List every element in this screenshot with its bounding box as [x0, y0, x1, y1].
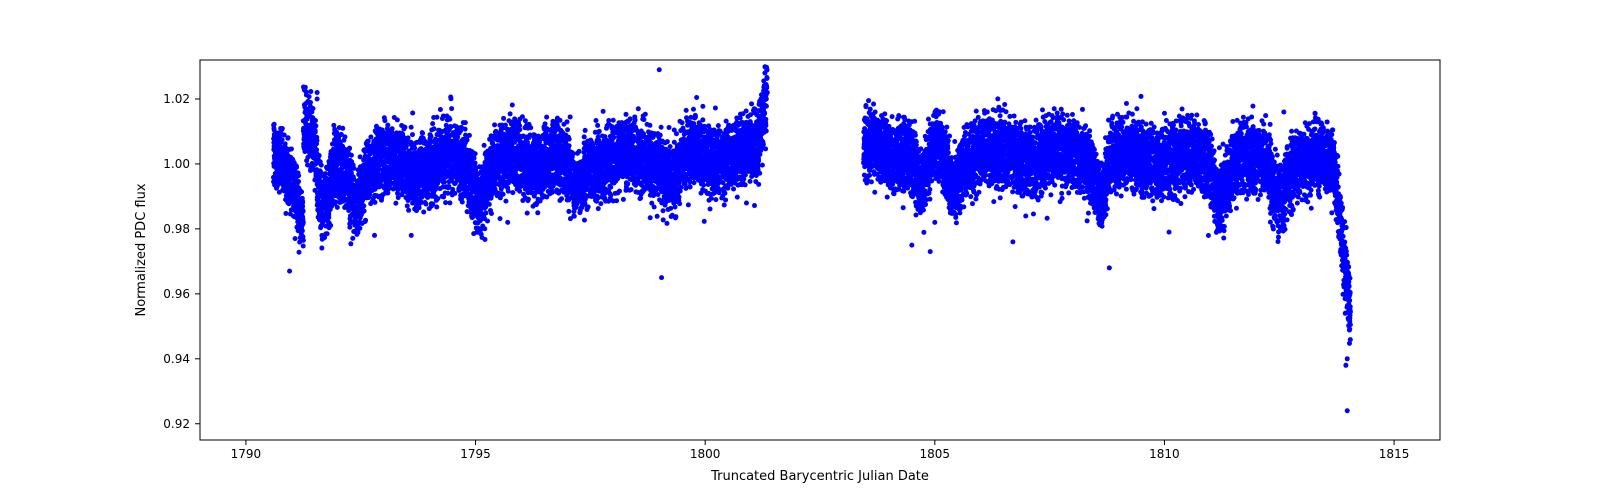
y-tick-label: 0.98: [163, 222, 190, 236]
x-tick-label: 1795: [460, 447, 491, 461]
y-tick-label: 1.02: [163, 92, 190, 106]
x-axis: 1790 1795 1800 1805 1810 1815: [231, 440, 1410, 461]
chart-svg: 1790 1795 1800 1805 1810 1815 0.92 0.94 0.96 0.98…: [0, 0, 1600, 500]
x-tick-label: 1790: [231, 447, 262, 461]
y-tick-label: 1.00: [163, 157, 190, 171]
y-tick-label: 0.92: [163, 417, 190, 431]
x-tick-label: 1815: [1379, 447, 1410, 461]
x-tick-label: 1810: [1149, 447, 1180, 461]
y-tick-label: 0.94: [163, 352, 190, 366]
x-tick-label: 1800: [690, 447, 721, 461]
y-axis-label: Normalized PDC flux: [134, 183, 149, 316]
light-curve-chart: 1790 1795 1800 1805 1810 1815 0.92 0.94 0.96 0.98…: [0, 0, 1600, 500]
scatter-series: [271, 64, 1353, 413]
y-axis: 0.92 0.94 0.96 0.98 1.00 1.02: [163, 92, 200, 431]
x-tick-label: 1805: [920, 447, 951, 461]
x-axis-label: Truncated Barycentric Julian Date: [710, 469, 929, 484]
y-tick-label: 0.96: [163, 287, 190, 301]
